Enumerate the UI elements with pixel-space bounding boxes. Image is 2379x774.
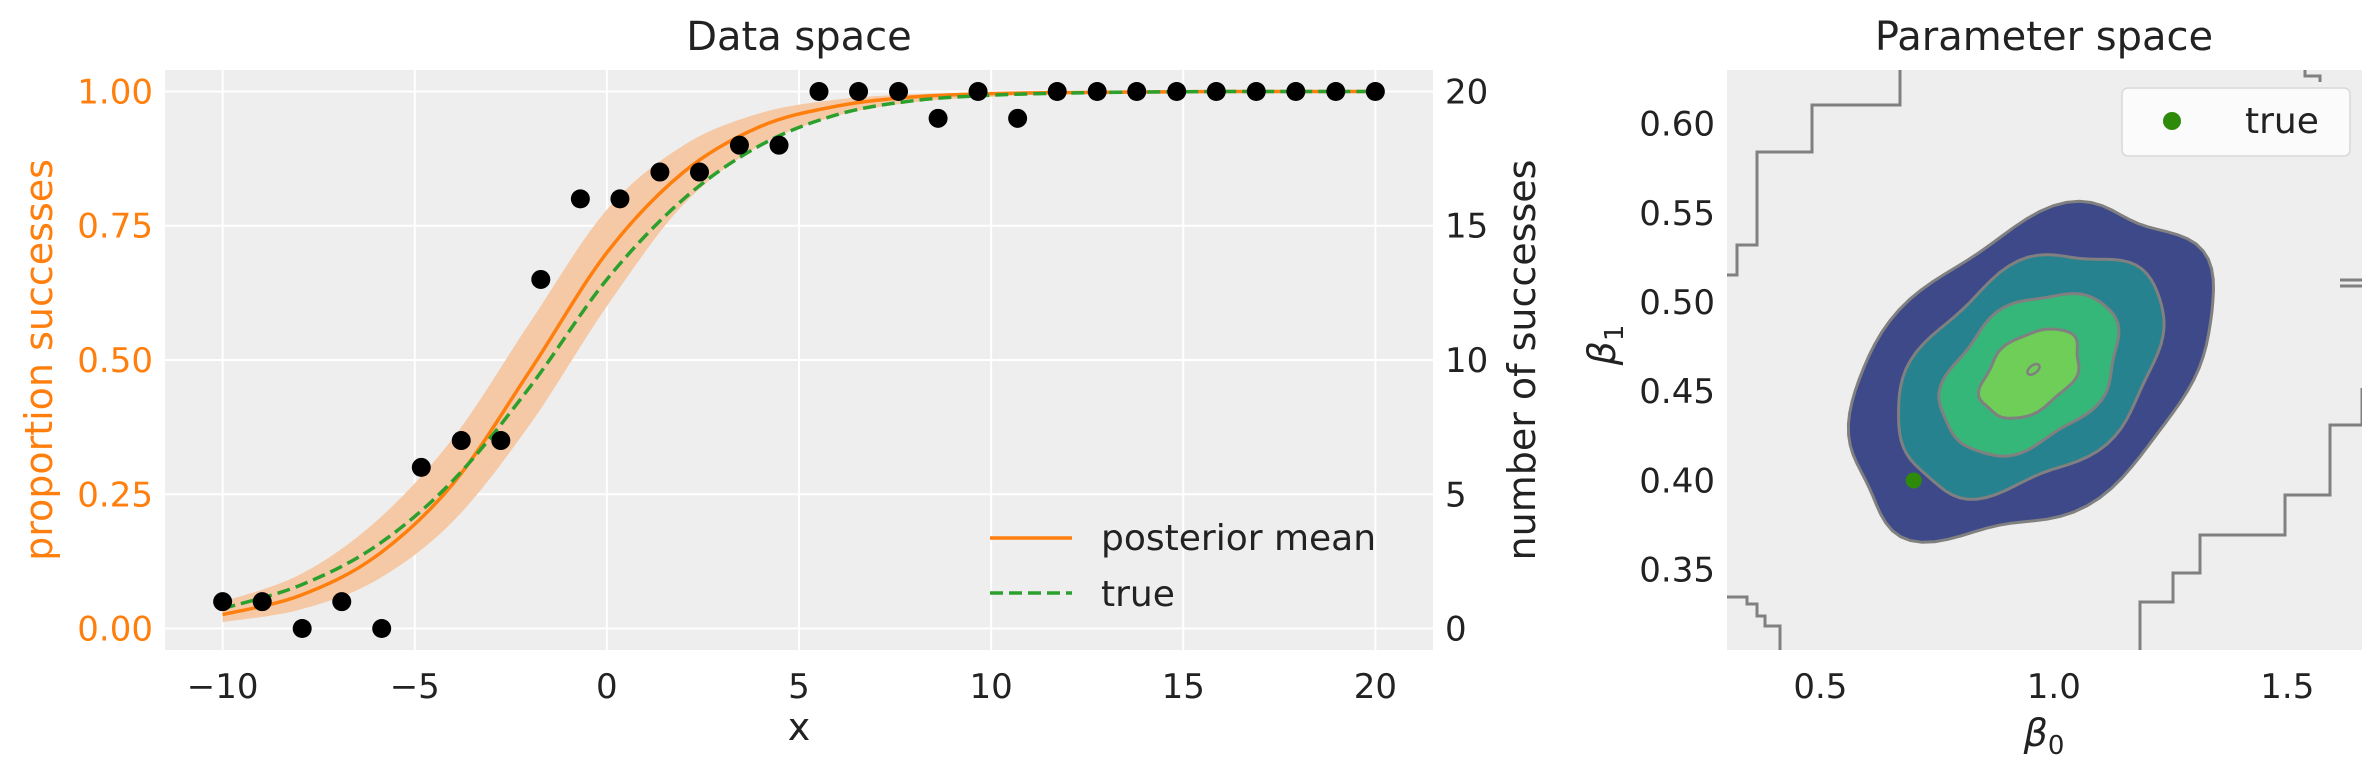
parameter-space-x-ticks: 0.5 1.0 1.5	[1793, 667, 2314, 707]
observed-point	[1286, 81, 1306, 101]
y-right-tick-label: 5	[1445, 475, 1467, 515]
y-tick-label: 0.50	[77, 341, 153, 381]
parameter-space-y-label: β1	[1580, 325, 1630, 367]
true-line	[222, 89, 1376, 611]
data-space-y-right-label: number of successes	[1500, 160, 1544, 561]
outer-density-steps	[1727, 70, 2362, 650]
posterior-contours	[1846, 199, 2216, 544]
observed-point	[372, 619, 392, 639]
observed-point	[570, 189, 590, 209]
posterior-mean-line	[222, 89, 1376, 617]
x-tick-label: 0	[596, 667, 618, 707]
step-contour-top-right	[2303, 70, 2322, 82]
observed-point	[1047, 81, 1067, 101]
observed-point	[451, 431, 471, 451]
observed-point	[928, 108, 948, 128]
legend-frame	[2121, 87, 2351, 157]
parameter-space-panel: 0.5 1.0 1.5 0.35 0.40 0.45 0.50 0.55 0.60 Param…	[1580, 14, 2362, 761]
data-space-panel: −10 −5 0 5 10 15 20 0.00 0.25 0.50 0.75 1.00 0 5 10 1…	[17, 14, 1544, 749]
observed-point	[689, 162, 709, 182]
parameter-space-y-ticks: 0.35 0.40 0.45 0.50 0.55 0.60	[1639, 105, 1715, 591]
step-contour-right-edge	[2340, 278, 2362, 288]
observed-point	[1365, 81, 1385, 101]
y-right-tick-label: 10	[1445, 341, 1488, 381]
step-contour-top-left	[1727, 70, 1902, 277]
y-tick-label: 0.50	[1639, 283, 1715, 323]
y-right-tick-label: 20	[1445, 72, 1488, 112]
observed-point	[650, 162, 670, 182]
beta1-subscript: 1	[1600, 325, 1630, 342]
observed-point	[213, 592, 233, 612]
legend-true-marker	[2163, 112, 2181, 130]
data-space-x-label: x	[788, 705, 811, 749]
observed-point	[1326, 81, 1346, 101]
contour-peak	[2026, 362, 2041, 376]
step-contour-bottom-right	[2138, 388, 2362, 650]
observed-point	[1087, 81, 1107, 101]
x-tick-label: 10	[969, 667, 1012, 707]
data-space-legend: posterior mean true	[990, 518, 1376, 615]
y-tick-label: 0.55	[1639, 194, 1715, 234]
observed-point	[809, 81, 829, 101]
y-tick-label: 0.40	[1639, 461, 1715, 501]
y-right-tick-label: 15	[1445, 207, 1488, 247]
y-tick-label: 0.60	[1639, 105, 1715, 145]
observed-point	[769, 135, 789, 155]
legend-posterior-mean-label: posterior mean	[1101, 518, 1376, 559]
x-tick-label: 5	[788, 667, 810, 707]
y-right-tick-label: 0	[1445, 610, 1467, 650]
legend-true-label: true	[1101, 574, 1175, 615]
x-tick-label: 0.5	[1793, 667, 1847, 707]
observed-point	[252, 592, 272, 612]
beta0-subscript: 0	[2048, 731, 2065, 761]
observed-point	[1246, 81, 1266, 101]
y-tick-label: 1.00	[77, 72, 153, 112]
y-tick-label: 0.00	[77, 610, 153, 650]
parameter-space-x-label: β0	[2023, 711, 2065, 761]
observed-point	[491, 431, 511, 451]
y-tick-label: 0.45	[1639, 372, 1715, 412]
observed-point	[729, 135, 749, 155]
legend-true-param-label: true	[2245, 101, 2319, 142]
y-tick-label: 0.35	[1639, 551, 1715, 591]
x-tick-label: 1.0	[2027, 667, 2081, 707]
data-space-y-ticks: 0.00 0.25 0.50 0.75 1.00	[77, 72, 153, 649]
observed-point	[849, 81, 869, 101]
observed-point	[332, 592, 352, 612]
x-tick-label: 1.5	[2260, 667, 2314, 707]
data-space-y-label: proportion successes	[17, 159, 61, 561]
y-tick-label: 0.75	[77, 207, 153, 247]
observed-point	[889, 81, 909, 101]
observed-point	[968, 81, 988, 101]
parameter-space-legend: true	[2121, 87, 2351, 157]
observed-points	[213, 81, 1385, 639]
observed-point	[531, 269, 551, 289]
true-parameter-point	[1905, 472, 1922, 489]
observed-point	[1008, 108, 1028, 128]
observed-point	[292, 619, 312, 639]
x-tick-label: 20	[1354, 667, 1397, 707]
observed-point	[610, 189, 630, 209]
observed-point	[1127, 81, 1147, 101]
x-tick-label: −10	[187, 667, 259, 707]
observed-point	[1167, 81, 1187, 101]
data-space-y-right-ticks: 0 5 10 15 20	[1445, 72, 1488, 649]
observed-point	[411, 457, 431, 477]
x-tick-label: −5	[390, 667, 440, 707]
data-space-x-ticks: −10 −5 0 5 10 15 20	[187, 667, 1397, 707]
beta1-symbol: β	[1580, 341, 1624, 366]
step-contour-bottom-left	[1727, 595, 1782, 650]
x-tick-label: 15	[1162, 667, 1205, 707]
data-space-title: Data space	[686, 14, 912, 60]
observed-point	[1206, 81, 1226, 101]
beta0-symbol: β	[2023, 711, 2048, 755]
parameter-space-title: Parameter space	[1875, 14, 2213, 60]
y-tick-label: 0.25	[77, 475, 153, 515]
